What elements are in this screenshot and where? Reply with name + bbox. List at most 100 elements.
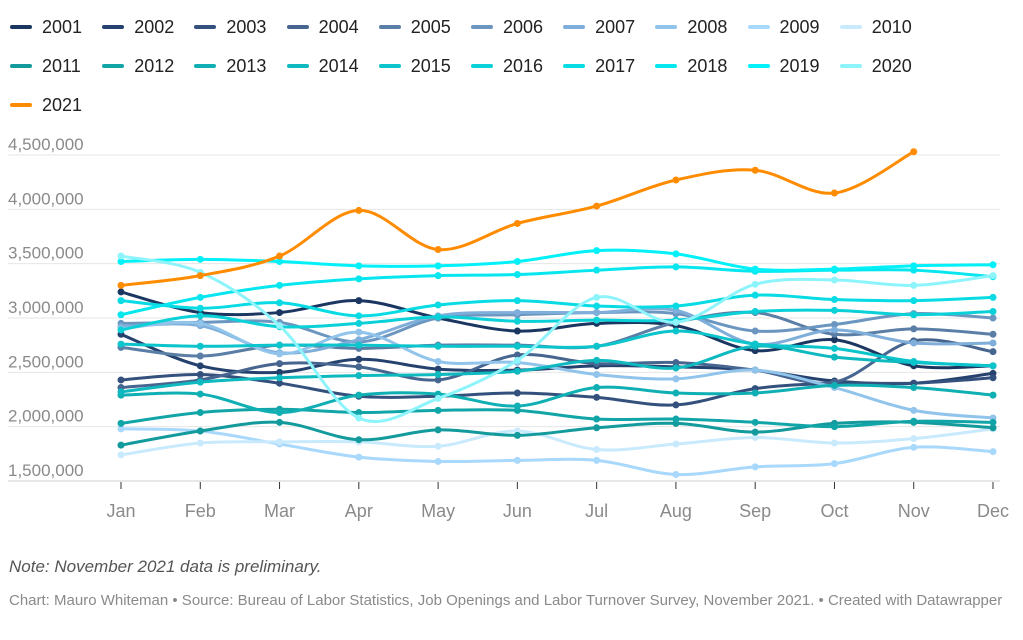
data-point-2019 <box>910 262 918 270</box>
data-point-2019 <box>593 247 601 255</box>
data-point-2017 <box>751 291 759 299</box>
y-tick-label: 4,000,000 <box>8 189 84 208</box>
data-point-2014 <box>117 388 125 396</box>
legend-swatch <box>839 64 862 68</box>
legend-item: 2012 <box>102 53 194 79</box>
data-point-2003 <box>196 371 204 379</box>
data-point-2019 <box>196 255 204 263</box>
legend-label: 2013 <box>226 55 267 76</box>
data-point-2020 <box>830 276 838 284</box>
data-point-2004 <box>989 348 997 356</box>
series-line-2018 <box>119 265 995 317</box>
data-point-2001 <box>830 336 838 344</box>
data-point-2005 <box>989 330 997 338</box>
data-point-2015 <box>196 342 204 350</box>
data-point-2014 <box>593 356 601 364</box>
data-point-2004 <box>434 376 442 384</box>
data-point-2001 <box>355 297 363 305</box>
legend-label: 2017 <box>595 55 636 76</box>
series-line-2019 <box>119 248 995 272</box>
data-point-2009 <box>355 453 363 461</box>
data-point-2011 <box>434 426 442 434</box>
data-point-2013 <box>989 391 997 399</box>
data-point-2012 <box>672 415 680 423</box>
data-point-2008 <box>355 328 363 336</box>
legend-item: 2006 <box>470 14 563 40</box>
data-point-2017 <box>989 293 997 301</box>
data-point-2018 <box>196 293 204 301</box>
data-point-2015 <box>830 344 838 352</box>
data-point-2020 <box>593 293 601 301</box>
data-point-2010 <box>672 440 680 448</box>
data-point-2015 <box>434 342 442 350</box>
x-tick-label: Dec <box>977 501 1009 521</box>
data-point-2001 <box>276 309 284 317</box>
data-point-2003 <box>117 376 125 384</box>
data-point-2016 <box>513 317 521 325</box>
data-point-2019 <box>355 262 363 270</box>
data-point-2009 <box>751 463 759 471</box>
data-point-2014 <box>513 367 521 375</box>
data-point-2008 <box>434 357 442 365</box>
data-point-2021 <box>593 202 601 210</box>
legend-swatch <box>563 25 586 29</box>
legend-item: 2007 <box>563 14 655 40</box>
legend-item: 2001 <box>10 14 102 40</box>
legend-label: 2016 <box>502 55 543 76</box>
legend-swatch <box>655 25 678 29</box>
legend-label: 2008 <box>687 16 728 37</box>
legend-label: 2011 <box>42 55 81 76</box>
legend-swatch <box>839 25 862 29</box>
data-point-2018 <box>434 272 442 280</box>
legend-item: 2013 <box>194 53 286 79</box>
data-point-2021 <box>910 148 918 156</box>
data-point-2004 <box>672 359 680 367</box>
legend-item: 2011 <box>10 53 102 79</box>
legend-label: 2020 <box>871 55 912 76</box>
data-point-2006 <box>830 321 838 329</box>
data-point-2017 <box>830 296 838 304</box>
legend-item: 2016 <box>470 53 563 79</box>
legend-label: 2021 <box>42 94 83 115</box>
x-tick-label: Oct <box>820 501 848 521</box>
legend-label: 2012 <box>134 55 175 76</box>
data-point-2008 <box>672 375 680 383</box>
series-line-2011 <box>119 420 995 447</box>
data-point-2012 <box>593 415 601 423</box>
data-point-2019 <box>830 265 838 273</box>
data-point-2007 <box>989 339 997 347</box>
data-point-2003 <box>989 374 997 382</box>
data-point-2009 <box>672 470 680 478</box>
data-point-2021 <box>434 246 442 254</box>
legend-item: 2002 <box>102 14 194 40</box>
data-point-2011 <box>117 441 125 449</box>
data-point-2021 <box>513 219 521 227</box>
data-point-2013 <box>355 391 363 399</box>
data-point-2018 <box>593 266 601 274</box>
data-point-2011 <box>513 431 521 439</box>
data-point-2015 <box>355 341 363 349</box>
data-point-2009 <box>830 460 838 468</box>
data-point-2013 <box>513 402 521 410</box>
data-point-2007 <box>910 339 918 347</box>
data-point-2007 <box>593 309 601 317</box>
x-tick-label: Jul <box>585 501 608 521</box>
data-point-2012 <box>910 417 918 425</box>
data-point-2009 <box>989 448 997 456</box>
legend-item: 2018 <box>655 53 747 79</box>
data-point-2011 <box>196 427 204 435</box>
series-line-2012 <box>119 407 995 429</box>
legend-item: 2005 <box>378 14 471 40</box>
data-point-2012 <box>434 406 442 414</box>
data-point-2012 <box>355 409 363 417</box>
data-point-2016 <box>989 307 997 315</box>
legend-label: 2009 <box>779 16 820 37</box>
legend-swatch <box>378 25 401 29</box>
data-point-2015 <box>910 357 918 365</box>
legend-item: 2008 <box>655 14 747 40</box>
data-point-2003 <box>672 401 680 409</box>
data-point-2019 <box>989 261 997 269</box>
legend-label: 2010 <box>871 16 912 37</box>
legend-swatch <box>655 64 678 68</box>
